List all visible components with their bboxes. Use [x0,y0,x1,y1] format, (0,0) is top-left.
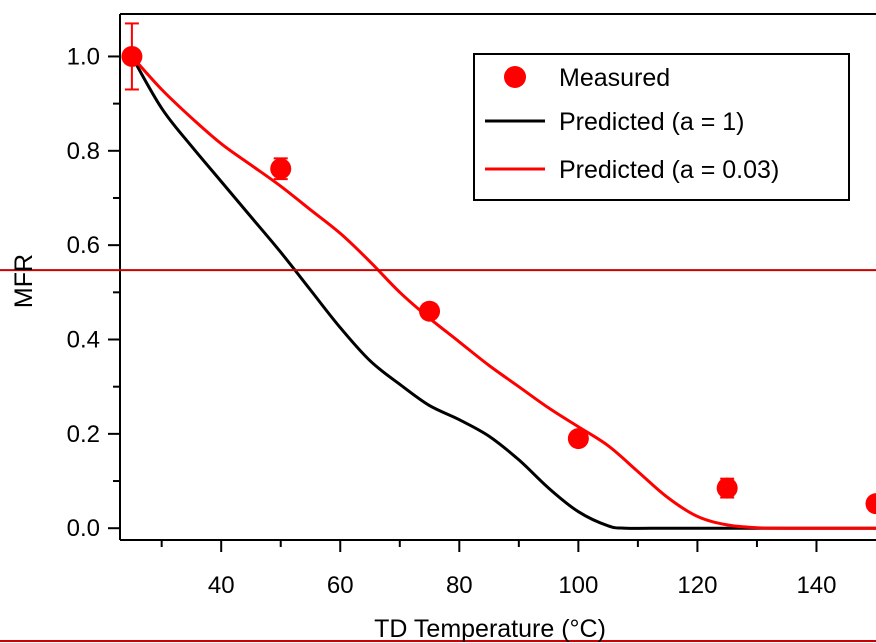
x-tick-label: 120 [677,572,717,599]
y-tick-label: 0.6 [67,232,100,259]
legend-label-measured: Measured [559,64,670,92]
y-tick-label: 0.4 [67,327,100,354]
y-tick-label: 0.2 [67,421,100,448]
measured-point [270,158,292,180]
measured-point [419,300,441,322]
series-line-2 [130,55,876,530]
y-tick-label: 1.0 [67,43,100,70]
series-line-1 [130,55,876,530]
series-layer [121,22,876,530]
axes: 0.0 0.2 0.4 0.6 0.8 1.0 40 60 80 100 120 140 [67,13,876,599]
measured-point [865,493,876,515]
reference-layer [0,269,876,642]
x-tick-label: 40 [208,572,235,599]
x-tick-label: 80 [446,572,473,599]
y-tick-label: 0.8 [67,138,100,165]
y-axis-title: MFR [10,254,38,308]
x-tick-label: 100 [558,572,598,599]
legend-marker-measured [504,66,526,88]
measured-point [567,428,589,450]
x-tick-label: 60 [327,572,354,599]
legend-box [473,53,850,201]
x-axis-title: TD Temperature (°C) [374,615,606,643]
measured-point [121,45,143,67]
legend: Measured Predicted (a = 1) Predicted (a … [473,53,850,201]
x-tick-label: 140 [796,572,836,599]
legend-label-predicted-a1: Predicted (a = 1) [559,108,745,136]
measured-point [716,477,738,499]
legend-label-predicted-a003: Predicted (a = 0.03) [559,156,779,184]
y-tick-label: 0.0 [67,515,100,542]
